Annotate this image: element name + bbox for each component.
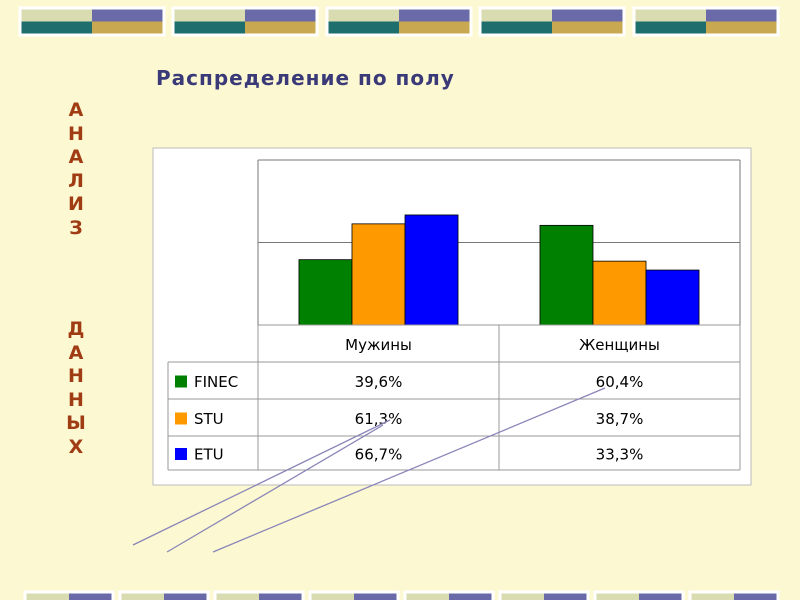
side-title: АНАЛИЗ [68, 99, 86, 239]
decor-block [552, 21, 624, 35]
decor-outline [308, 590, 400, 600]
decor-outline [478, 6, 626, 37]
chart: Мужины Женщины FINEC 39,6% 60,4% STU 61,3% 38,7… [167, 159, 741, 471]
legend-label: STU [194, 410, 224, 428]
decor-block [399, 8, 471, 22]
decor-block [259, 592, 303, 600]
table-value: 38,7% [596, 410, 644, 428]
decor-block [327, 8, 399, 22]
decor-block [734, 592, 778, 600]
table-value: 61,3% [355, 410, 403, 428]
bar [539, 224, 594, 326]
decor-block [327, 21, 399, 35]
decor-outline [403, 590, 495, 600]
legend-label: ETU [194, 446, 224, 464]
decor-outline [498, 590, 590, 600]
decor-block [92, 21, 164, 35]
decor-block [354, 592, 398, 600]
decor-block [20, 21, 92, 35]
category-label: Мужины [345, 336, 412, 354]
legend-swatch [175, 412, 187, 425]
pointer-lines [132, 387, 606, 553]
decor-block [480, 21, 552, 35]
decor-block [480, 8, 552, 22]
decor-block [634, 8, 706, 22]
decor-outline [632, 6, 780, 37]
decor-block [405, 592, 449, 600]
decor-bars [18, 6, 780, 600]
decor-outline [118, 590, 210, 600]
decor-block [120, 592, 164, 600]
bar [645, 269, 700, 326]
table-value: 33,3% [596, 446, 644, 464]
legend-label: FINEC [194, 373, 238, 391]
decor-outline [18, 6, 166, 37]
decor-outline [23, 590, 115, 600]
decor-block [399, 21, 471, 35]
legend-swatch [175, 375, 187, 388]
decor-block [25, 592, 69, 600]
decor-outline [213, 590, 305, 600]
decor-block [500, 592, 544, 600]
decor-block [310, 592, 354, 600]
bar [404, 214, 459, 326]
decor-block [706, 8, 778, 22]
decor-block [639, 592, 683, 600]
decor-block [245, 8, 317, 22]
table-value: 39,6% [355, 373, 403, 391]
decor-block [245, 21, 317, 35]
decor-block [215, 592, 259, 600]
decor-block [634, 21, 706, 35]
bar [592, 260, 647, 326]
decor-block [164, 592, 208, 600]
decor-block [544, 592, 588, 600]
decor-block [173, 21, 245, 35]
category-label: Женщины [579, 336, 660, 354]
decor-outline [171, 6, 319, 37]
decor-outline [688, 590, 780, 600]
decor-block [690, 592, 734, 600]
decor-block [20, 8, 92, 22]
decor-outline [325, 6, 473, 37]
decor-block [92, 8, 164, 22]
decor-block [69, 592, 113, 600]
legend-swatch [175, 448, 187, 460]
table-value: 66,7% [355, 446, 403, 464]
decor-block [706, 21, 778, 35]
side-title: ДАННЫХ [66, 318, 88, 458]
decor-block [552, 8, 624, 22]
slide-title: Распределение по полу [156, 66, 455, 90]
decor-block [595, 592, 639, 600]
bar [298, 259, 353, 326]
decor-block [449, 592, 493, 600]
table-value: 60,4% [596, 373, 644, 391]
decor-block [173, 8, 245, 22]
decor-outline [593, 590, 685, 600]
bar [351, 223, 406, 326]
